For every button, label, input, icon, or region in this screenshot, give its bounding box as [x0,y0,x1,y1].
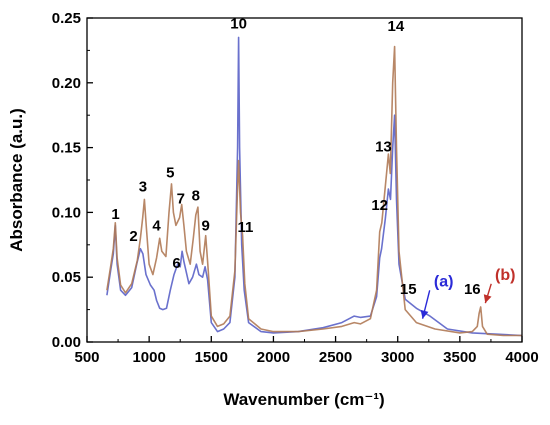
y-axis-title: Absorbance (a.u.) [7,108,26,252]
x-tick-label: 2000 [257,349,290,366]
axes-layer: 500 1000 1500 2000 2500 3000 3500 4000 0.00 0.05 0… [52,10,539,366]
y-tick-label: 0.15 [52,140,81,157]
peak-label-13: 13 [375,138,392,155]
y-tick-label: 0.05 [52,269,81,286]
peak-label-1: 1 [111,206,119,223]
peak-label-3: 3 [139,179,147,196]
x-tick-label: 4000 [505,349,538,366]
peak-label-2: 2 [129,228,137,245]
x-tick-label: 1500 [195,349,228,366]
series-line-0 [106,36,523,337]
y-tick-label: 0.10 [52,204,81,221]
arrowhead-icon [483,294,492,304]
peak-label-10: 10 [230,15,247,32]
peak-label-16: 16 [464,281,481,298]
peak-label-4: 4 [152,218,161,235]
arrowhead-icon [420,309,429,319]
series-layer [106,36,523,337]
peak-label-6: 6 [172,255,180,272]
x-tick-label: 3500 [443,349,476,366]
peak-label-14: 14 [388,18,405,35]
x-tick-label: 1000 [132,349,165,366]
peak-label-11: 11 [238,219,254,236]
plot-frame [86,17,523,343]
peak-label-8: 8 [192,188,200,205]
peak-label-5: 5 [166,164,174,181]
peak-label-12: 12 [371,197,388,214]
x-axis-title: Wavenumber (cm⁻¹) [223,390,384,409]
series-label-0: (a) [434,273,454,290]
x-tick-label: 500 [74,349,99,366]
y-tick-label: 0.20 [52,75,81,92]
series-line-1 [106,45,522,337]
peak-label-7: 7 [177,190,185,207]
peak-label-9: 9 [202,218,210,235]
x-tick-label: 3000 [381,349,414,366]
peak-label-15: 15 [400,281,417,298]
y-tick-label: 0.00 [52,334,81,351]
x-tick-label: 2500 [319,349,352,366]
series-label-1: (b) [495,267,515,284]
y-tick-label: 0.25 [52,10,81,27]
